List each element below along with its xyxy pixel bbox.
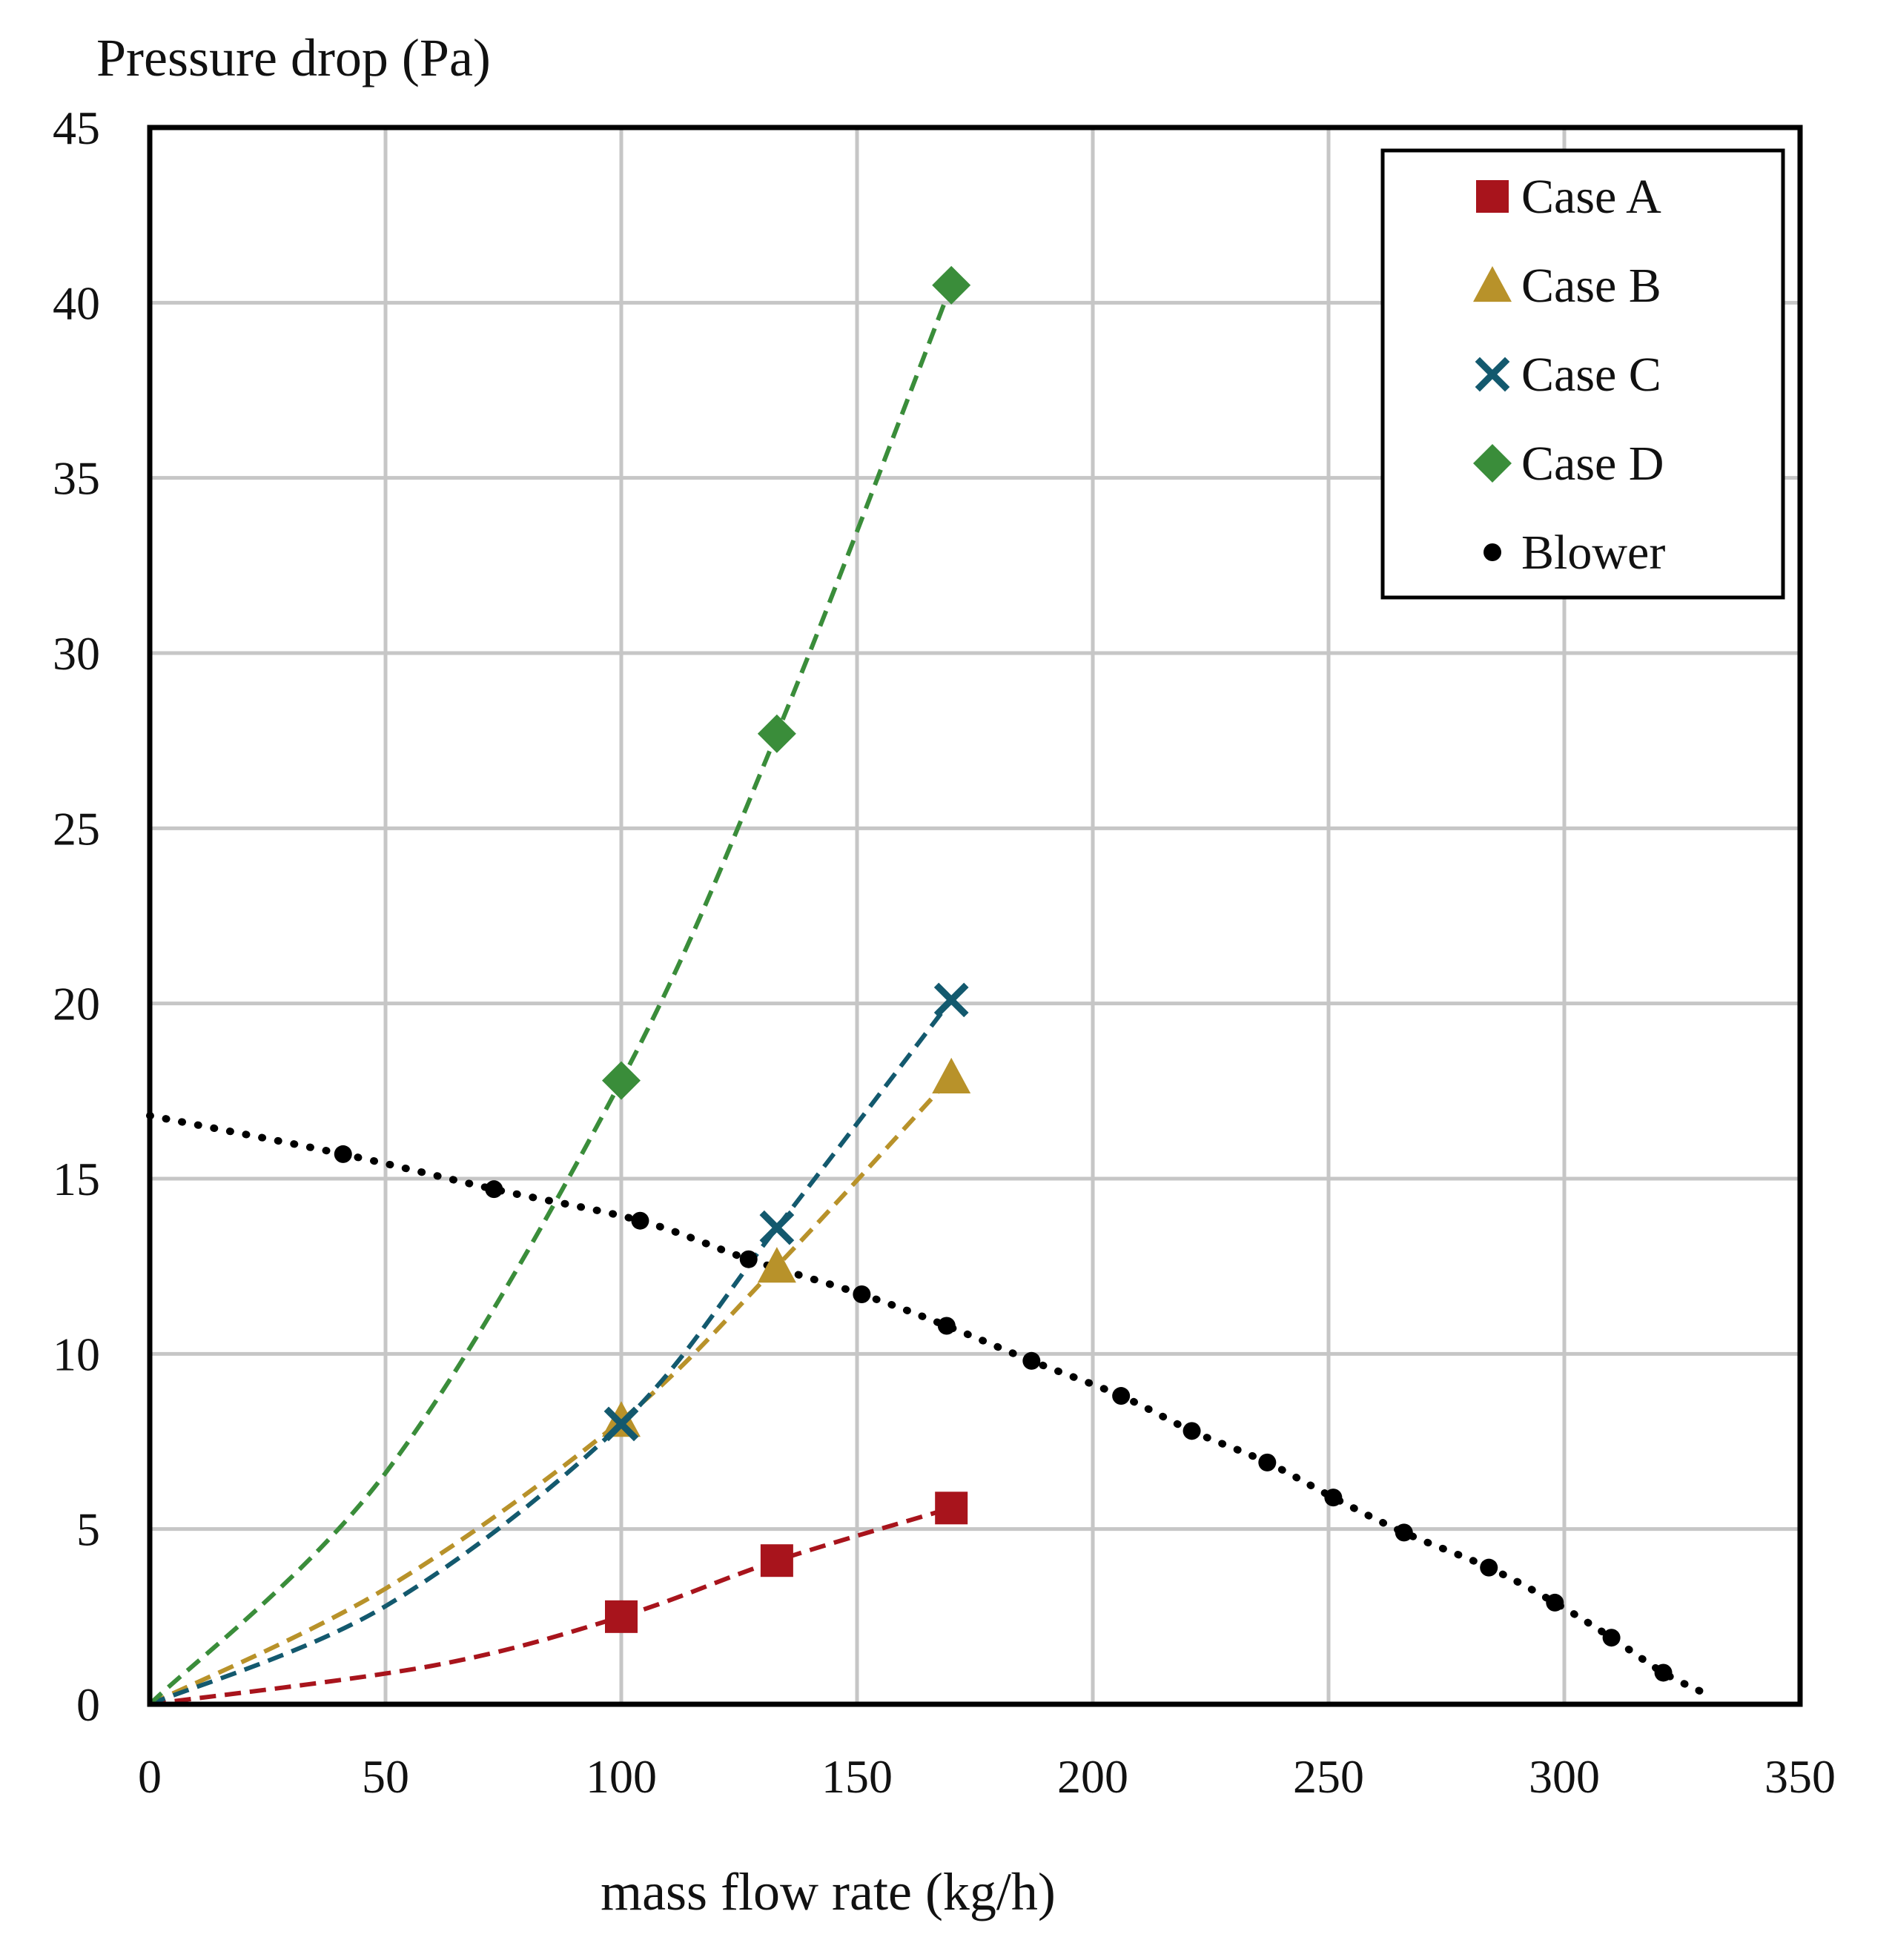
legend-marker-case-c-stroke-b (1475, 357, 1510, 392)
x-tick-label: 50 (362, 1750, 409, 1803)
blower-point (1546, 1593, 1564, 1612)
case-a-point (605, 1600, 638, 1633)
legend-item-case-b: Case B (1473, 259, 1661, 313)
y-tick-label: 45 (53, 102, 100, 154)
x-tick-label: 300 (1529, 1750, 1600, 1803)
legend-item-case-a: Case A (1476, 170, 1661, 224)
blower-point (1022, 1351, 1041, 1370)
blower-trendline (146, 1111, 1710, 1698)
case-d-point (757, 714, 796, 753)
case-c-point-stroke-b (933, 982, 969, 1018)
legend-marker-case-d (1473, 444, 1512, 483)
case-c-point (759, 1210, 795, 1245)
legend-label-case-d: Case D (1521, 437, 1664, 491)
legend-item-blower: Blower (1484, 526, 1665, 580)
x-tick-labels: 0 50 100 150 200 250 300 350 (138, 1750, 1836, 1803)
y-axis-title: Pressure drop (Pa) (96, 28, 491, 87)
case-c-point-stroke-b (759, 1210, 795, 1245)
y-tick-label: 5 (76, 1503, 100, 1556)
blower-point (1258, 1453, 1277, 1471)
case-b-point (932, 1057, 971, 1094)
y-tick-label: 15 (53, 1153, 100, 1205)
legend-label-blower: Blower (1521, 526, 1665, 580)
legend-label-case-b: Case B (1521, 259, 1661, 313)
case-a-trendline (149, 1506, 953, 1706)
blower-point (1654, 1663, 1673, 1682)
x-tick-label: 0 (138, 1750, 162, 1803)
legend-box (1380, 148, 1785, 600)
blower-point (937, 1317, 956, 1335)
x-tick-label: 200 (1057, 1750, 1128, 1803)
blower-point (485, 1180, 503, 1199)
x-tick-label: 250 (1293, 1750, 1364, 1803)
case-d-point (932, 265, 971, 305)
plot-frame (147, 125, 1803, 1707)
case-a-point (935, 1491, 968, 1525)
legend-item-case-c: Case C (1475, 348, 1661, 402)
legend-marker-case-c (1475, 357, 1510, 392)
case-c-point (603, 1406, 639, 1442)
y-tick-label: 20 (53, 978, 100, 1030)
case-b-point (602, 1401, 641, 1437)
case-c-point-stroke-b (603, 1406, 639, 1442)
blower-point (1182, 1422, 1201, 1440)
blower-point (739, 1250, 758, 1268)
blower-point (1395, 1523, 1413, 1542)
blower-point (334, 1145, 352, 1163)
data-markers (334, 265, 1673, 1682)
y-tick-label: 0 (76, 1678, 100, 1731)
x-tick-label: 100 (586, 1750, 657, 1803)
blower-point (1112, 1387, 1131, 1406)
x-tick-label: 150 (821, 1750, 893, 1803)
case-c-point (933, 982, 969, 1018)
legend-label-case-a: Case A (1521, 170, 1661, 224)
case-b-trendline (148, 1075, 953, 1706)
legend-marker-case-b (1473, 266, 1512, 302)
y-tick-label: 40 (53, 277, 100, 329)
x-axis-title: mass flow rate (kg/h) (601, 1862, 1056, 1921)
case-b-point (757, 1247, 796, 1283)
y-tick-label: 25 (53, 802, 100, 855)
case-a-point (760, 1544, 793, 1577)
legend-marker-blower (1484, 543, 1501, 561)
y-tick-label: 35 (53, 452, 100, 505)
y-tick-labels: 0 5 10 15 20 25 30 35 40 45 (53, 102, 100, 1731)
case-d-point (602, 1061, 641, 1100)
legend: Case A Case B Case C Case D Blower (1380, 148, 1785, 600)
y-tick-label: 30 (53, 627, 100, 680)
y-tick-label: 10 (53, 1328, 100, 1380)
blower-point (631, 1211, 649, 1230)
legend-item-case-d: Case D (1473, 437, 1664, 491)
blower-point (853, 1285, 871, 1303)
blower-point (1602, 1629, 1621, 1647)
legend-label-case-c: Case C (1521, 348, 1661, 402)
legend-marker-case-a (1476, 180, 1509, 213)
x-tick-label: 350 (1764, 1750, 1836, 1803)
blower-point (1324, 1489, 1343, 1507)
blower-point (1480, 1558, 1498, 1577)
